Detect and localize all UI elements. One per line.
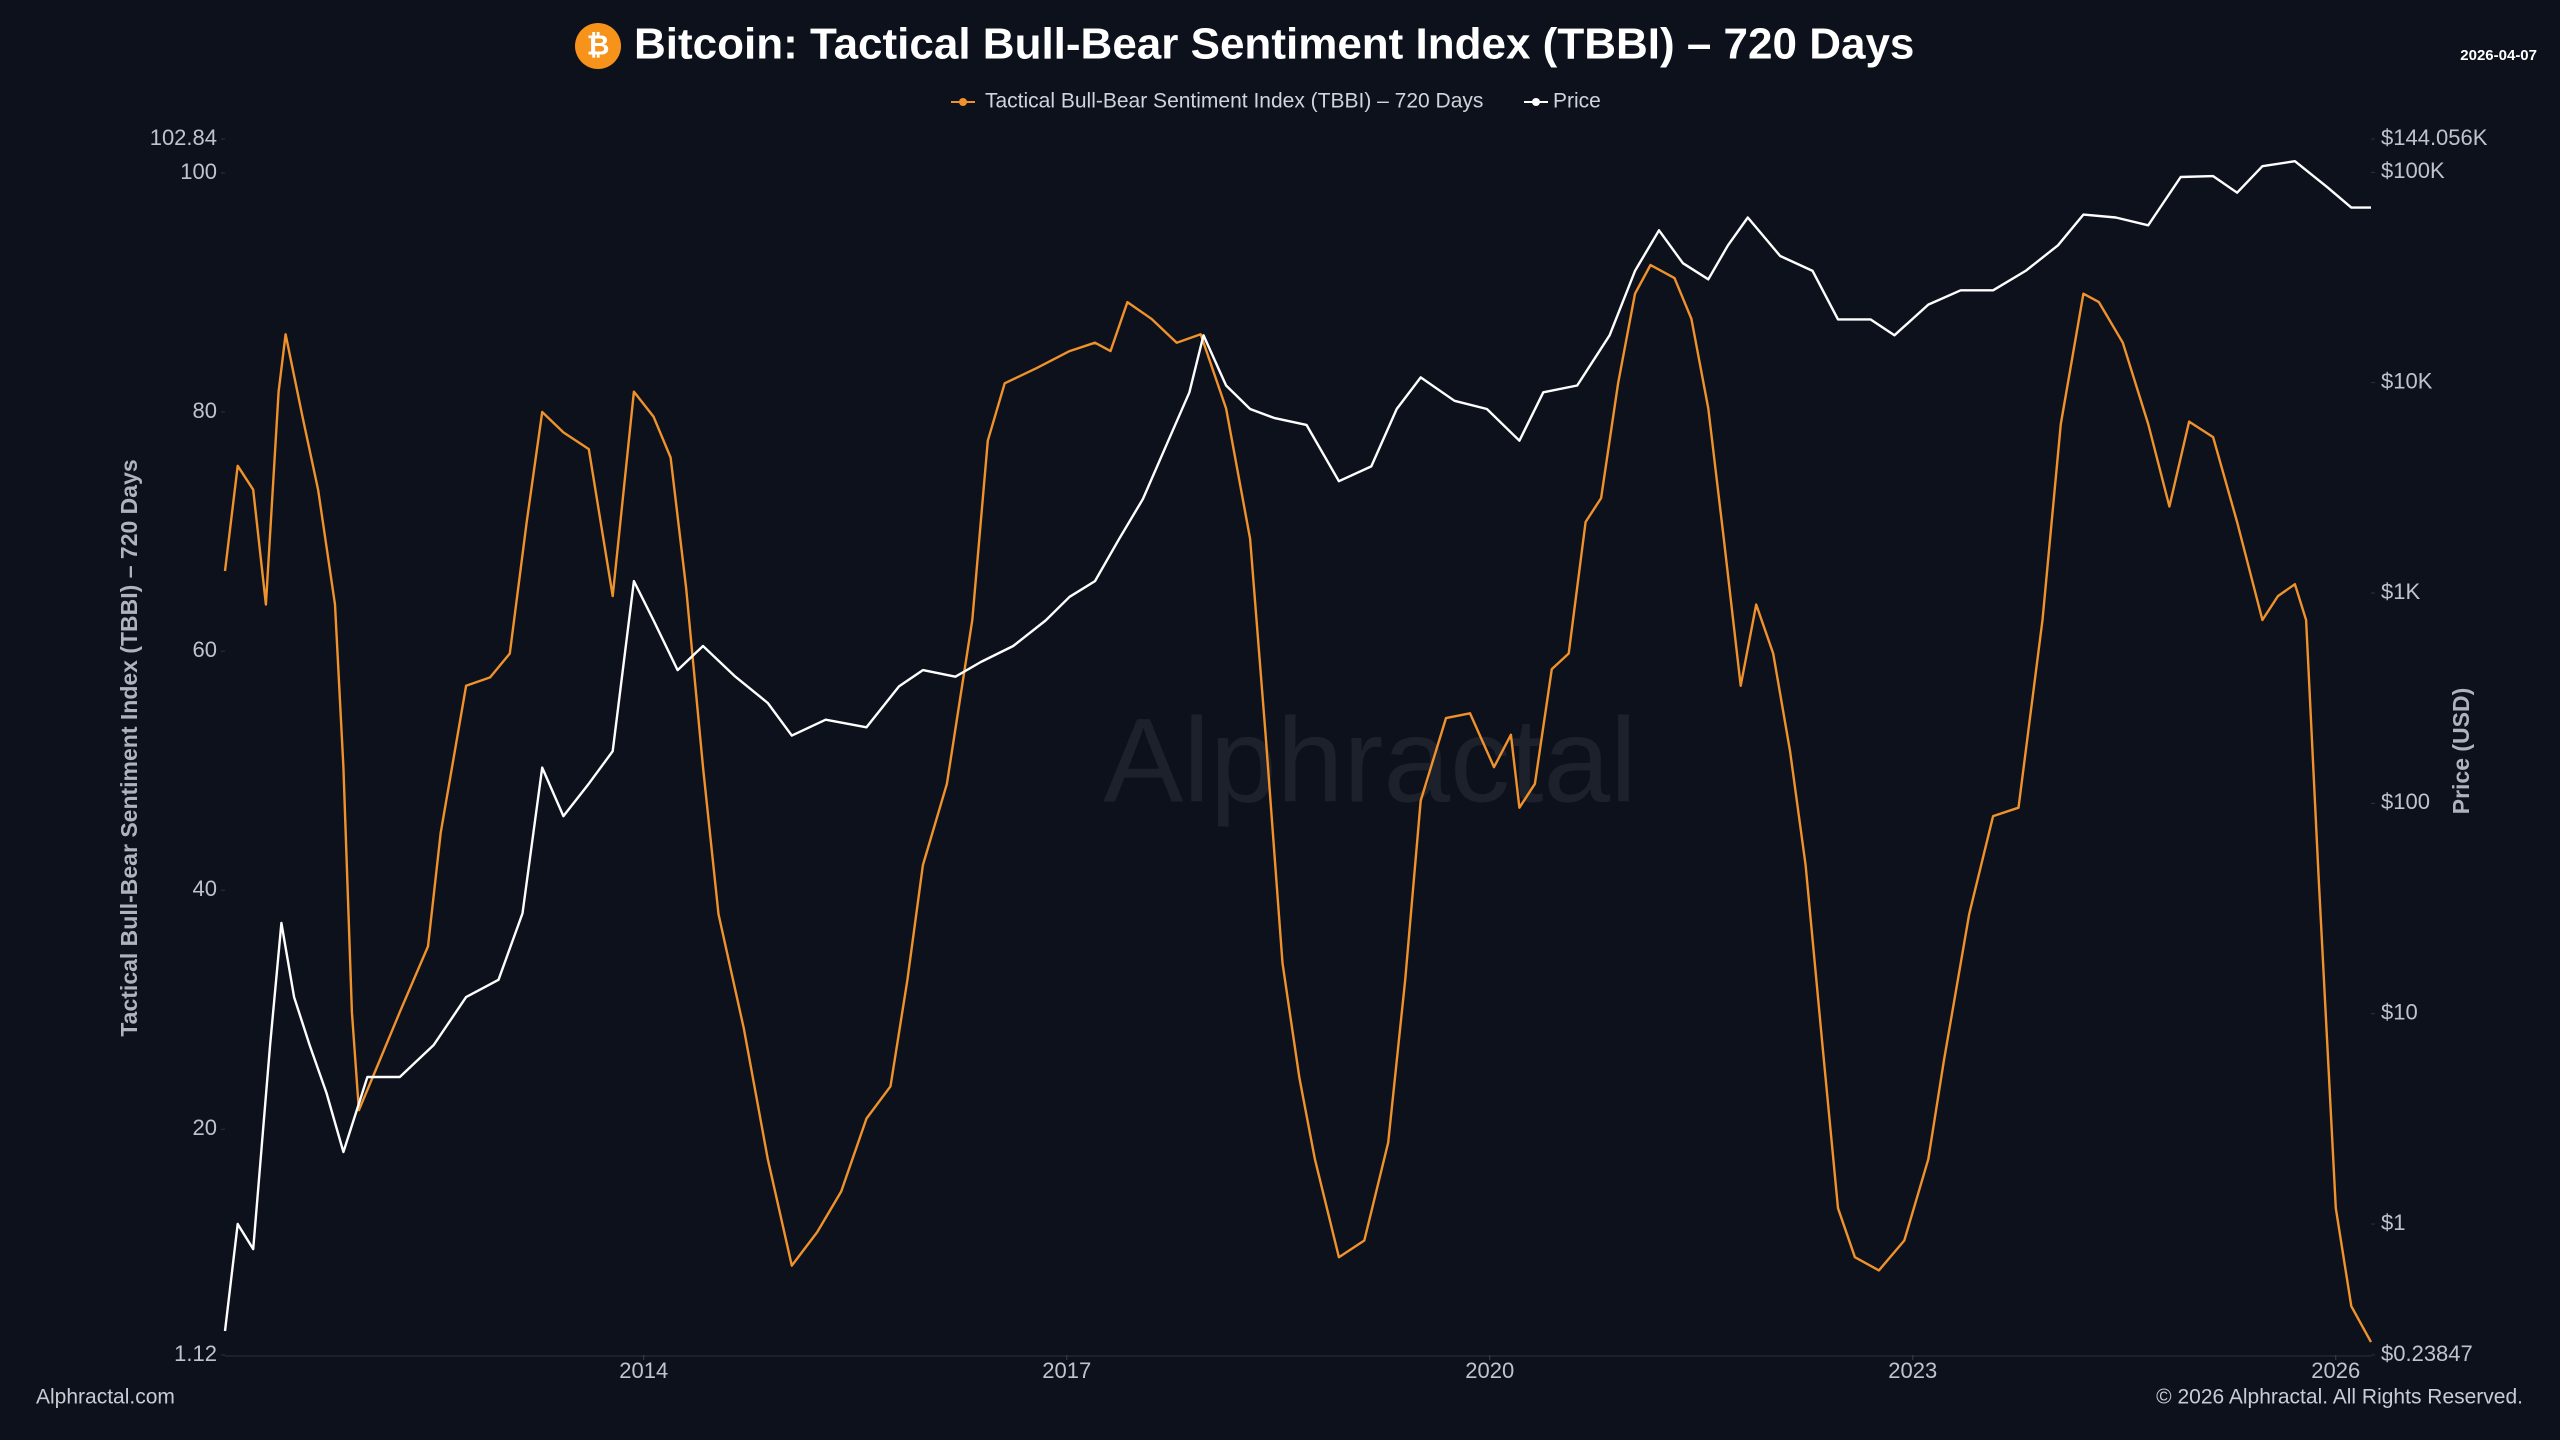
y-tick-label: 40	[193, 876, 217, 901]
title-icon: ₿	[587, 29, 610, 60]
legend-label[interactable]: Tactical Bull-Bear Sentiment Index (TBBI…	[985, 90, 1483, 113]
y2-tick-label: $0.23847	[2381, 1341, 2473, 1366]
y-tick-label: 100	[180, 159, 217, 184]
date: 2026-04-07	[2460, 47, 2537, 64]
y-axis-title: Tactical Bull-Bear Sentiment Index (TBBI…	[116, 459, 142, 1036]
y2-tick-label: $100	[2381, 789, 2430, 814]
title-icon-bg	[575, 23, 621, 69]
legend-marker	[1532, 98, 1540, 106]
legend-label[interactable]: Price	[1553, 90, 1601, 113]
chart-title: Bitcoin: Tactical Bull-Bear Sentiment In…	[634, 20, 1914, 69]
y-tick-label: 102.84	[150, 125, 217, 150]
footer-right: © 2026 Alphractal. All Rights Reserved.	[2156, 1386, 2523, 1409]
y2-tick-label: $100K	[2381, 158, 2445, 183]
x-tick-label: 2017	[1042, 1358, 1091, 1383]
y2-tick-label: $1K	[2381, 579, 2420, 604]
y2-tick-label: $10	[2381, 1000, 2418, 1025]
x-tick-label: 2020	[1465, 1358, 1514, 1383]
x-tick-label: 2026	[2311, 1358, 2360, 1383]
x-tick-label: 2023	[1888, 1358, 1937, 1383]
y2-axis-title: Price (USD)	[2448, 688, 2474, 815]
y-tick-label: 60	[193, 637, 217, 662]
y-tick-label: 20	[193, 1115, 217, 1140]
x-tick-label: 2014	[619, 1358, 668, 1383]
y2-tick-label: $10K	[2381, 368, 2433, 393]
y2-tick-label: $1	[2381, 1210, 2405, 1235]
footer-left: Alphractal.com	[36, 1386, 175, 1409]
series-line	[223, 160, 2371, 1332]
legend-marker	[959, 98, 967, 106]
watermark: Alphractal	[1103, 694, 1637, 828]
y2-tick-label: $144.056K	[2381, 125, 2488, 150]
y-tick-label: 1.12	[174, 1341, 217, 1366]
series-line	[223, 263, 2373, 1343]
y-tick-label: 80	[193, 398, 217, 423]
